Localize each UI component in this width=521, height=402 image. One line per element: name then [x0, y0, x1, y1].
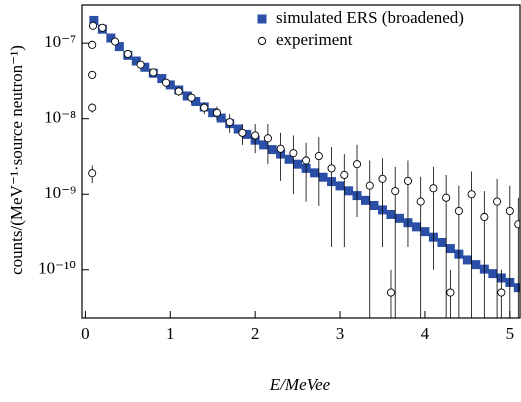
y-tick-label: 10⁻⁷	[44, 32, 76, 51]
data-point	[505, 206, 514, 216]
y-axis-label: counts/(MeV⁻¹·source neutron⁻¹)	[7, 45, 26, 275]
data-point	[514, 220, 520, 229]
data-point	[462, 255, 472, 265]
data-point	[488, 269, 498, 279]
data-point	[369, 200, 379, 210]
plot-area	[88, 15, 520, 318]
data-point	[98, 23, 107, 32]
data-point	[284, 154, 294, 164]
data-point	[310, 168, 320, 178]
x-tick-label: 3	[336, 324, 345, 343]
data-point	[267, 145, 277, 155]
data-point	[238, 128, 247, 137]
data-point	[216, 113, 226, 123]
data-point	[327, 164, 336, 173]
data-point	[123, 49, 132, 58]
data-point	[259, 140, 269, 150]
x-tick-label: 0	[81, 324, 90, 343]
data-point	[442, 193, 451, 202]
data-point	[497, 288, 506, 297]
data-point	[386, 209, 396, 219]
data-point	[361, 195, 371, 205]
data-point	[242, 129, 252, 139]
data-point	[187, 93, 196, 102]
data-point	[263, 134, 272, 143]
data-point	[161, 78, 171, 87]
data-point	[403, 176, 413, 185]
data-point	[88, 103, 97, 112]
data-point	[352, 160, 362, 169]
data-point	[174, 87, 183, 96]
data-point	[276, 144, 285, 153]
data-point	[289, 149, 298, 158]
x-tick-label: 5	[506, 324, 515, 343]
data-point	[191, 96, 201, 106]
data-point	[420, 227, 430, 237]
data-point	[493, 197, 502, 206]
data-point	[106, 33, 116, 43]
data-point	[340, 170, 349, 180]
legend-label: experiment	[276, 30, 353, 49]
data-point	[335, 181, 345, 191]
data-point	[471, 260, 481, 270]
data-point	[344, 186, 354, 196]
data-point	[365, 181, 374, 190]
data-point	[200, 103, 209, 112]
y-tick-label: 10⁻⁹	[44, 183, 76, 202]
data-point	[88, 169, 97, 178]
data-point	[251, 131, 260, 140]
x-tick-label: 1	[166, 324, 175, 343]
y-tick-label: 10⁻⁸	[44, 108, 76, 127]
data-point	[318, 172, 328, 182]
data-point	[314, 152, 323, 161]
data-point	[233, 124, 243, 134]
data-point	[182, 91, 192, 101]
plot-frame	[81, 4, 521, 319]
data-point	[293, 159, 303, 169]
data-point	[416, 197, 425, 206]
data-point	[386, 288, 396, 297]
data-point	[480, 212, 489, 222]
data-point	[140, 62, 150, 72]
data-point	[114, 42, 124, 52]
data-point	[131, 56, 141, 66]
data-point	[136, 60, 145, 69]
legend-marker	[257, 36, 267, 46]
data-point	[446, 288, 455, 297]
data-point	[157, 74, 167, 84]
x-tick-label: 4	[421, 324, 430, 343]
data-point	[111, 37, 120, 46]
data-point	[208, 108, 218, 118]
data-point	[467, 190, 476, 199]
data-point	[89, 15, 99, 25]
data-point	[391, 187, 400, 196]
data-point	[88, 21, 98, 30]
data-point	[225, 118, 234, 127]
data-point	[378, 174, 387, 183]
data-point	[411, 222, 421, 232]
data-point	[429, 184, 438, 193]
x-tick-label: 2	[251, 324, 260, 343]
x-axis-label: E/MeVee	[269, 375, 331, 394]
data-point	[513, 283, 520, 293]
data-point	[165, 80, 175, 90]
data-point	[302, 156, 311, 165]
y-tick-label: 10⁻¹⁰	[38, 259, 76, 278]
data-point	[437, 237, 447, 247]
data-point	[394, 213, 404, 223]
data-point	[212, 108, 222, 117]
data-point	[454, 206, 463, 216]
legend-label: simulated ERS (broadened)	[276, 8, 464, 27]
data-point	[88, 40, 97, 49]
data-point	[149, 68, 158, 77]
data-point	[88, 70, 97, 79]
legend-marker	[257, 14, 267, 24]
data-point	[445, 244, 455, 254]
